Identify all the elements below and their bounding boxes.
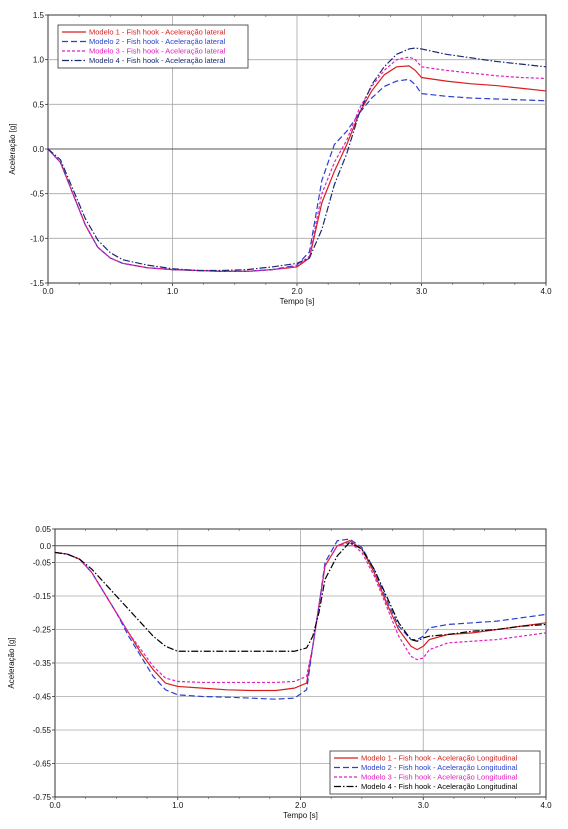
- x-axis-label: Tempo [s]: [283, 811, 318, 820]
- y-tick-label: 1.0: [33, 56, 45, 65]
- x-tick-label: 2.0: [295, 801, 307, 810]
- y-tick-label: -0.05: [33, 559, 52, 568]
- legend-box: [329, 750, 541, 795]
- y-tick-label: -0.65: [33, 760, 52, 769]
- y-tick-label: -1.5: [30, 279, 44, 288]
- y-tick-label: 0.5: [33, 100, 45, 109]
- legend-label-4: Modelo 4 - Fish hook - Aceleração latera…: [89, 56, 226, 65]
- x-tick-label: 0.0: [49, 801, 61, 810]
- series-line-4: [48, 47, 546, 272]
- legend-label-4: Modelo 4 - Fish hook - Aceleração Longit…: [361, 782, 518, 791]
- legend-box: [57, 24, 249, 69]
- y-tick-label: -0.5: [30, 190, 44, 199]
- legend-label-3: Modelo 3 - Fish hook - Aceleração latera…: [89, 47, 226, 56]
- legend-label-2: Modelo 2 - Fish hook - Aceleração Longit…: [361, 763, 518, 772]
- legend-label-2: Modelo 2 - Fish hook - Aceleração latera…: [89, 37, 226, 46]
- x-tick-label: 2.0: [291, 287, 303, 296]
- legend: Modelo 1 - Fish hook - Aceleração latera…: [57, 24, 249, 69]
- y-tick-label: 0.0: [33, 145, 45, 154]
- x-tick-label: 0.0: [42, 287, 54, 296]
- y-tick-label: 0.0: [40, 542, 52, 551]
- series-line-4: [55, 541, 546, 652]
- y-tick-label: 0.05: [35, 525, 51, 534]
- series-line-3: [55, 541, 546, 684]
- x-tick-label: 4.0: [540, 287, 552, 296]
- y-tick-label: -1.0: [30, 234, 44, 243]
- x-tick-label: 1.0: [167, 287, 179, 296]
- legend-label-3: Modelo 3 - Fish hook - Aceleração Longit…: [361, 773, 518, 782]
- y-tick-label: -0.15: [33, 592, 52, 601]
- legend-label-1: Modelo 1 - Fish hook - Aceleração Longit…: [361, 754, 518, 763]
- x-tick-label: 1.0: [172, 801, 184, 810]
- y-tick-label: 1.5: [33, 11, 45, 20]
- y-axis-label: Aceleração [g]: [7, 637, 16, 688]
- y-tick-label: -0.25: [33, 626, 52, 635]
- y-tick-label: -0.35: [33, 659, 52, 668]
- chart-1: 0.0 1.0 2.0 3.0 4.0 1.5 1.0 0.5 0.0 -0.5 -1.0 -1.5 T…: [8, 11, 552, 306]
- y-axis-label: Aceleração [g]: [8, 123, 17, 174]
- legend-label-1: Modelo 1 - Fish hook - Aceleração latera…: [89, 28, 226, 37]
- chart-2: 0.0 1.0 2.0 3.0 4.0 0.05 0.0 -0.05 -0.15 -0.25 -0.…: [7, 525, 552, 820]
- x-axis-label: Tempo [s]: [280, 297, 315, 306]
- y-tick-label: -0.55: [33, 726, 52, 735]
- series-line-1: [48, 65, 546, 272]
- legend: Modelo 1 - Fish hook - Aceleração Longit…: [329, 750, 541, 795]
- y-tick-label: -0.75: [33, 793, 52, 802]
- x-tick-label: 3.0: [416, 287, 428, 296]
- series-line-2: [48, 78, 546, 272]
- x-tick-label: 4.0: [540, 801, 552, 810]
- y-tick-label: -0.45: [33, 693, 52, 702]
- x-tick-label: 3.0: [418, 801, 430, 810]
